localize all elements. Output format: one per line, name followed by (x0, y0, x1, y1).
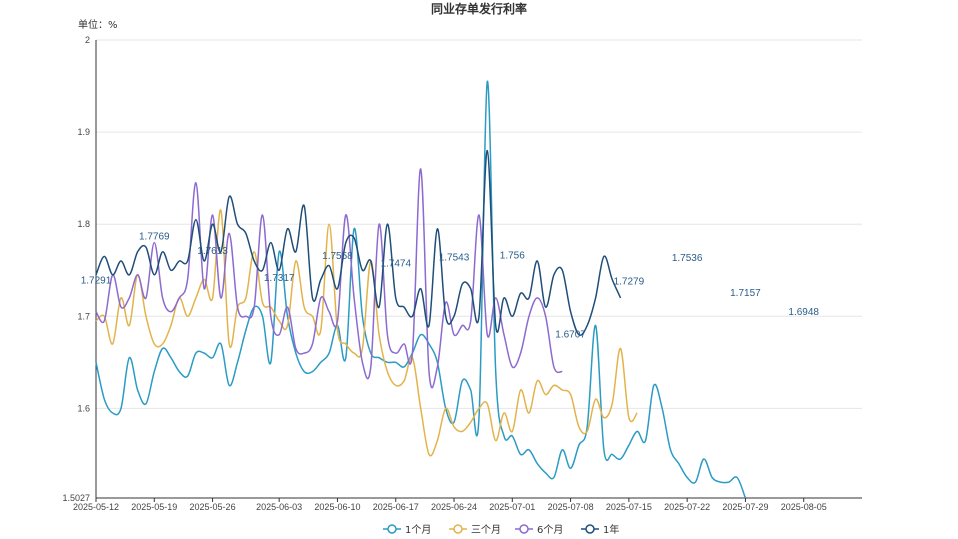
x-tick-label: 2025-07-01 (489, 502, 535, 512)
x-tick-label: 2025-05-26 (190, 502, 236, 512)
legend-marker (453, 524, 463, 534)
data-label: 1.7317 (264, 273, 295, 284)
y-tick-label: 1.8 (77, 219, 90, 229)
x-tick-label: 2025-07-08 (548, 502, 594, 512)
data-label: 1.7613 (197, 246, 228, 257)
series-line-0 (95, 80, 747, 499)
x-tick-label: 2025-06-03 (256, 502, 302, 512)
legend-marker (519, 524, 529, 534)
legend-marker (387, 524, 397, 534)
y-tick-label: 1.7 (77, 311, 90, 321)
x-tick-label: 2025-05-12 (73, 502, 119, 512)
legend-label: 三个月 (471, 524, 501, 536)
y-tick-label: 1.5027 (62, 493, 90, 503)
data-label: 1.7769 (139, 231, 170, 242)
x-tick-label: 2025-05-19 (131, 502, 177, 512)
y-tick-label: 2 (85, 35, 90, 45)
x-tick-label: 2025-07-29 (722, 502, 768, 512)
series-line-1 (95, 209, 638, 457)
data-label: 1.756 (500, 251, 525, 262)
x-tick-label: 2025-06-17 (373, 502, 419, 512)
annotation-layer: 1.7291 1.7769 1.7613 1.7317 1.7558 1.7474 1.75… (81, 231, 820, 340)
data-label: 1.7543 (439, 252, 470, 263)
data-label: 1.7157 (730, 288, 761, 299)
data-label: 1.7291 (81, 275, 112, 286)
legend-label: 1年 (603, 523, 619, 536)
series-line-3 (95, 149, 622, 336)
x-tick-label: 2025-08-05 (781, 502, 827, 512)
x-tick-label: 2025-07-15 (606, 502, 652, 512)
data-label: 1.7558 (322, 251, 353, 262)
legend-label: 1个月 (405, 524, 431, 536)
data-label: 1.6707 (555, 329, 586, 340)
legend-label: 6个月 (537, 524, 563, 536)
axis-layer (95, 40, 862, 499)
x-tick-label: 2025-06-10 (314, 502, 360, 512)
series-line-2 (95, 168, 563, 389)
chart-title: 同业存单发行利率 (431, 1, 527, 16)
data-label: 1.7279 (614, 277, 645, 288)
x-axis-ticks: 2025-05-12 2025-05-19 2025-05-26 2025-06-03… (73, 498, 827, 512)
data-label: 1.7474 (380, 259, 411, 270)
y-tick-label: 1.6 (77, 403, 90, 413)
data-label: 1.6948 (788, 307, 819, 318)
x-tick-label: 2025-07-22 (664, 502, 710, 512)
y-unit-label: 单位：% (78, 18, 118, 31)
series-layer (95, 80, 747, 499)
data-label: 1.7536 (672, 253, 703, 264)
legend-marker (585, 524, 595, 534)
y-axis-ticks: 2 1.9 1.8 1.7 1.6 1.5027 (62, 35, 90, 503)
legend: 1个月 三个月 6个月 1年 (383, 523, 619, 536)
x-tick-label: 2025-06-24 (431, 502, 477, 512)
y-tick-label: 1.9 (77, 127, 90, 137)
